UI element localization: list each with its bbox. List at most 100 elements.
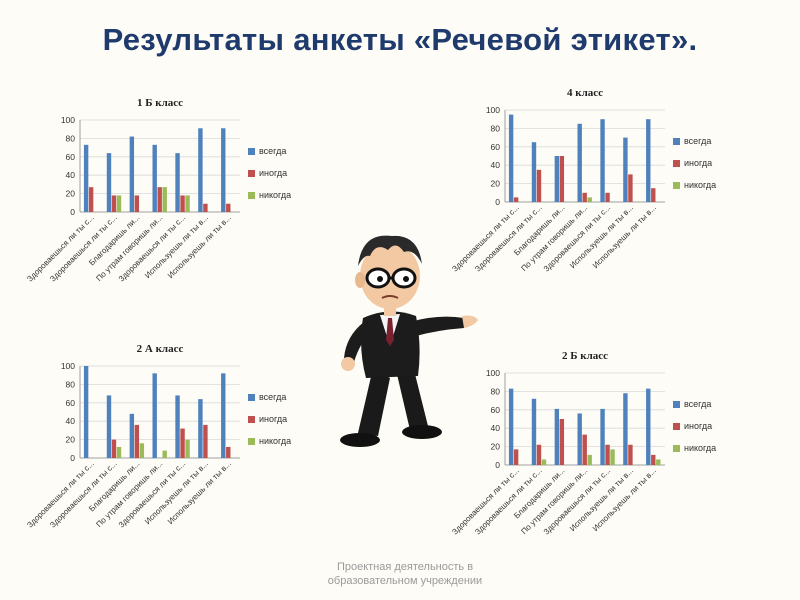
bar xyxy=(536,169,542,202)
y-tick-label: 60 xyxy=(66,152,76,162)
bar xyxy=(185,439,190,458)
y-tick-label: 80 xyxy=(66,133,76,143)
bar xyxy=(157,187,162,212)
y-tick-label: 0 xyxy=(495,197,500,207)
bar xyxy=(646,388,651,465)
bar xyxy=(623,393,628,465)
bar xyxy=(531,398,537,465)
y-tick-label: 20 xyxy=(491,442,501,452)
y-tick-label: 40 xyxy=(66,416,76,426)
bar xyxy=(651,454,656,465)
bar xyxy=(162,187,167,212)
chart-title: 2 А класс xyxy=(137,343,184,355)
bar xyxy=(536,444,542,465)
y-tick-label: 20 xyxy=(66,435,76,445)
y-tick-label: 40 xyxy=(491,423,501,433)
chart-1b: 1 Б класс 0 20 40 60 80 100 Здороваешься ли ты … xyxy=(25,92,291,312)
slide-title: Результаты анкеты «Речевой этикет». xyxy=(102,22,698,57)
legend-entry: никогда xyxy=(684,443,716,453)
bar xyxy=(582,434,587,465)
legend-swatch xyxy=(673,445,680,452)
legend-entry: никогда xyxy=(259,190,291,200)
chart-title: 2 Б класс xyxy=(562,350,608,362)
bar xyxy=(646,119,651,202)
y-tick-label: 100 xyxy=(61,361,75,371)
bar xyxy=(221,128,226,212)
bar xyxy=(513,449,519,465)
y-tick-label: 0 xyxy=(70,207,75,217)
y-tick-label: 60 xyxy=(491,142,501,152)
y-tick-label: 100 xyxy=(61,115,75,125)
bar xyxy=(531,142,537,202)
legend-swatch xyxy=(248,394,255,401)
bar xyxy=(559,156,565,202)
bar xyxy=(577,413,582,465)
bar xyxy=(508,388,514,465)
bar xyxy=(175,395,180,458)
bar xyxy=(226,446,231,458)
legend-swatch xyxy=(673,182,680,189)
legend-entry: всегда xyxy=(684,399,711,409)
legend-entry: никогда xyxy=(684,180,716,190)
y-tick-label: 100 xyxy=(486,105,500,115)
legend-entry: иногда xyxy=(259,168,287,178)
bar xyxy=(628,444,633,465)
bar xyxy=(554,408,560,465)
y-tick-label: 80 xyxy=(491,123,501,133)
bar xyxy=(129,413,135,458)
legend-entry: иногда xyxy=(684,421,712,431)
bar xyxy=(656,459,661,465)
y-tick-label: 80 xyxy=(491,386,501,396)
bar xyxy=(605,192,610,202)
chart-2b: 2 Б класс 0 20 40 60 80 100 Здороваешься ли ты … xyxy=(450,345,716,565)
y-tick-label: 60 xyxy=(491,405,501,415)
footer-line-1: Проектная деятельность в xyxy=(336,561,474,573)
bar xyxy=(111,195,117,212)
y-tick-label: 0 xyxy=(495,460,500,470)
bar xyxy=(651,188,656,202)
bar xyxy=(587,197,592,202)
chart-title: 1 Б класс xyxy=(137,97,183,109)
bar xyxy=(541,459,547,465)
legend-entry: всегда xyxy=(259,392,286,402)
bar xyxy=(513,197,519,202)
legend-entry: никогда xyxy=(259,436,291,446)
legend-swatch xyxy=(248,438,255,445)
footer-caption: Проектная деятельность в образовательном… xyxy=(280,560,530,588)
y-tick-label: 20 xyxy=(66,189,76,199)
y-tick-label: 20 xyxy=(491,179,501,189)
y-tick-label: 60 xyxy=(66,398,76,408)
bar xyxy=(587,454,592,465)
bar xyxy=(221,373,226,458)
bar xyxy=(162,450,167,458)
bar xyxy=(554,156,560,202)
y-tick-label: 80 xyxy=(66,379,76,389)
bar xyxy=(203,203,208,212)
bar xyxy=(600,408,605,465)
legend-entry: всегда xyxy=(684,136,711,146)
bar xyxy=(116,446,122,458)
bar xyxy=(559,419,565,465)
legend-swatch xyxy=(673,401,680,408)
bar xyxy=(88,187,94,212)
legend-swatch xyxy=(248,192,255,199)
legend-entry: иногда xyxy=(684,158,712,168)
chart-4: 4 класс 0 20 40 60 80 100 Здороваешься ли ты с.… xyxy=(450,82,716,302)
bar xyxy=(106,395,112,458)
footer-line-2: образовательном учреждении xyxy=(327,575,483,587)
bar xyxy=(185,195,190,212)
bar xyxy=(582,192,587,202)
bar xyxy=(610,449,615,465)
bar xyxy=(600,119,605,202)
y-tick-label: 100 xyxy=(486,368,500,378)
y-tick-label: 40 xyxy=(66,170,76,180)
bar xyxy=(198,399,203,458)
bar xyxy=(203,424,208,458)
legend-swatch xyxy=(248,170,255,177)
bar xyxy=(116,195,122,212)
bar xyxy=(577,123,582,202)
legend-swatch xyxy=(248,416,255,423)
